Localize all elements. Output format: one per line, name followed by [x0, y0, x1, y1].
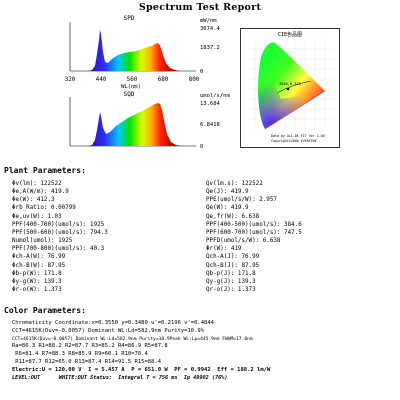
plant-param: Qe(J): 419.9	[206, 189, 249, 196]
plant-param: Φr(W): 419	[206, 246, 242, 253]
plant-param: Φv(lm): 122522	[12, 181, 62, 187]
plant-param: Φe,A(W/m): 419.9	[12, 189, 69, 196]
plant-param: Φr-o(W): 1.373	[12, 287, 62, 294]
color-line: CCT=4615K(Duv=-0.0057) Dominant WL:Ld=58…	[12, 336, 253, 342]
color-line: CCT=4615K(Duv=-0.0057) Dominant WL:Ld=58…	[12, 327, 205, 334]
spd-xtick-320: 320	[65, 76, 76, 83]
cie-svg: 3550,0.348 CIE色品图 Data by ALL-DE_FIT Ver…	[251, 31, 333, 143]
cie-point	[286, 87, 290, 91]
cie-diagram: 3550,0.348 CIE色品图 Data by ALL-DE_FIT Ver…	[240, 28, 340, 148]
plant-param: Φch-B(W): 87.95	[12, 262, 66, 269]
plant-param: PPF(400-700)(umol/s): 1925	[12, 221, 105, 228]
sqd-ytick-max: 13.684	[200, 101, 221, 107]
plant-param: PPF(400-500)(umol/s): 384.6	[206, 221, 302, 228]
plant-param: PPFD(umol/s/W): 6.638	[206, 238, 281, 245]
sqd-ytick-mid: 6.8418	[200, 122, 220, 128]
spd-xtick-440: 440	[96, 76, 107, 83]
plant-param: Φe(W): 412.3	[12, 197, 55, 204]
spd-xtick-560: 560	[127, 76, 138, 83]
plant-param: Numol(umol): 1925	[12, 238, 73, 245]
color-lines: Chromaticity Coordinate:x=0.3550 y=0.348…	[12, 320, 270, 382]
sqd-unit: umol/s/nm	[200, 93, 230, 99]
plant-param: PPF(700-800)(umol/s): 40.3	[12, 246, 105, 253]
plant-param: Qe(W): 419.9	[206, 205, 249, 212]
plant-param: PPF(500-600)(umol/s): 794.3	[12, 229, 108, 236]
plant-param: Qv(lm.s): 122522	[206, 181, 263, 187]
plant-param: PPF(600-700)(umol/s): 747.5	[206, 229, 302, 236]
plant-right-column: Qv(lm.s): 122522 Qe(J): 419.9 PPE(umol/s…	[206, 180, 302, 294]
color-line: R11=87.7 R12=65.0 R13=87.4 R14=91.5 R15=…	[12, 358, 162, 365]
color-heading: Color Parameters:	[4, 306, 86, 315]
spd-ytick-mid: 1837.2	[200, 45, 220, 51]
report-title: Spectrum Test Report	[138, 2, 262, 13]
plant-param: Φy-g(W): 139.3	[12, 278, 62, 285]
cie-planckian	[276, 80, 312, 94]
plant-param: PPE(umol/s/W): 2.957	[206, 197, 277, 204]
plant-param: Φrb_Ratio: 0.00799	[12, 205, 76, 212]
cie-caption-2: Copyright©2000 EVERFINE	[271, 139, 317, 143]
sqd-curve	[88, 103, 181, 146]
cie-title: CIE色品图	[278, 31, 302, 38]
spd-curve	[88, 30, 180, 71]
plant-param: Φch-A(W): 76.99	[12, 254, 66, 261]
spd-unit: mW/nm	[200, 18, 217, 24]
plant-param: Qe,fr(W): 6.638	[206, 213, 260, 220]
plant-param: Qch-B(J): 87.95	[206, 262, 260, 269]
spd-title: SPD	[124, 15, 135, 22]
spd-xtick-680: 680	[158, 76, 169, 83]
plant-param: Qch-A(J): 76.99	[206, 254, 260, 261]
electric-line: Electric:U = 120.00 V I = 5.457 A P = 65…	[12, 366, 271, 373]
spd-ytick-zero: 0	[200, 69, 203, 75]
plant-param: Φb-p(W): 171.8	[12, 270, 62, 277]
cie-caption-1: Data by ALL-DE_FIT Ver 1.00	[271, 134, 325, 138]
color-line: Ra=86.3 R1=88.2 R2=87.7 R3=85.2 R4=86.9 …	[12, 343, 168, 350]
plant-param: Φe,uv(W): 1.03	[12, 213, 62, 220]
color-line: Chromaticity Coordinate:x=0.3550 y=0.348…	[12, 320, 214, 326]
cie-point-label: 3550,0.348	[279, 82, 301, 86]
plant-param: Qy-g(J): 139.3	[206, 278, 256, 285]
plant-param: Qb-p(J): 171.8	[206, 270, 256, 277]
spd-xlabel: WL(nm)	[121, 84, 141, 90]
status-line: LEVEL:OUT WHITE:OUT Status: Integral T =…	[12, 374, 228, 381]
plant-param: Qr-o(J): 1.373	[206, 287, 256, 294]
sqd-ytick-zero: 0	[200, 144, 203, 150]
plant-heading: Plant Parameters:	[4, 166, 86, 175]
spd-ytick-max: 3674.4	[200, 26, 221, 32]
plant-left-column: Φv(lm): 122522 Φe,A(W/m): 419.9 Φe(W): 4…	[12, 180, 108, 294]
spd-xtick-800: 800	[189, 76, 200, 83]
color-line: R6=81.4 R7=88.3 R8=85.9 R9=60.1 R10=70.4	[12, 351, 148, 358]
spd-chart: SPD mW/nm 3674.4 1837.2 0 320 440 560 68…	[0, 0, 235, 150]
spd-svg: SPD mW/nm 3674.4 1837.2 0 320 440 560 68…	[65, 15, 231, 150]
sqd-title: SQD	[124, 91, 135, 98]
